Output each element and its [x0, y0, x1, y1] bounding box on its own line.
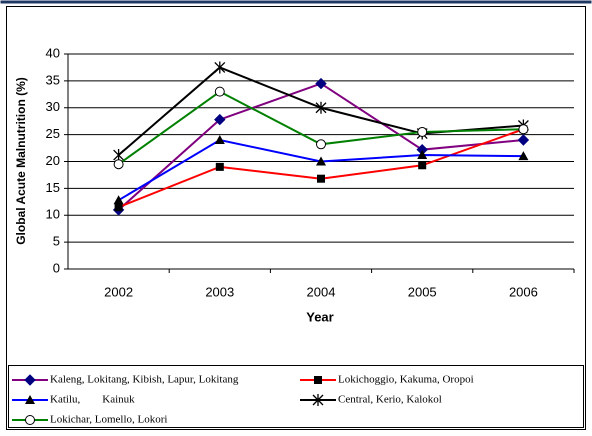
marker: [24, 374, 36, 386]
legend-label: Lokichoggio, Kakuma, Oropoi: [338, 374, 474, 386]
marker: [114, 203, 123, 212]
y-tick-label: 10: [46, 207, 60, 222]
x-tick-label: 2006: [509, 284, 538, 299]
marker: [214, 135, 225, 144]
x-tick-label: 2003: [205, 284, 234, 299]
y-tick-label: 15: [46, 180, 60, 195]
marker: [518, 151, 529, 161]
marker: [315, 101, 327, 114]
y-tick-label: 5: [53, 234, 60, 249]
y-tick-label: 0: [53, 260, 60, 275]
x-tick-label: 2002: [104, 284, 133, 299]
marker: [517, 134, 530, 146]
y-tick-label: 25: [46, 126, 60, 141]
top-bar: [0, 0, 592, 4]
marker: [214, 61, 226, 74]
y-tick-label: 30: [46, 99, 60, 114]
marker: [314, 376, 322, 384]
legend-label: Kaleng, Lokitang, Kibish, Lapur, Lokitan…: [50, 374, 239, 386]
marker: [315, 77, 327, 90]
marker: [113, 195, 124, 205]
marker: [25, 395, 35, 404]
marker: [316, 139, 326, 150]
x-axis-label: Year: [306, 309, 333, 324]
legend-frame: [8, 365, 584, 428]
marker: [417, 126, 428, 137]
marker: [317, 174, 325, 183]
marker: [113, 149, 125, 162]
marker: [316, 156, 326, 166]
y-tick-label: 35: [46, 72, 60, 87]
marker: [518, 124, 529, 135]
chart-frame: [6, 6, 586, 430]
marker: [215, 162, 224, 171]
marker: [25, 415, 35, 425]
marker: [113, 159, 124, 170]
x-tick-label: 2004: [307, 284, 336, 299]
y-tick-label: 20: [46, 153, 60, 168]
marker: [417, 150, 428, 160]
marker: [312, 394, 324, 406]
marker: [418, 161, 427, 170]
legend-label: Lokichar, Lomello, Lokori: [50, 414, 167, 426]
y-tick-label: 40: [46, 45, 60, 60]
legend-label: Central, Kerio, Kalokol: [338, 394, 442, 406]
marker: [214, 86, 225, 97]
y-axis-label: Global Acute Malnutrition (%): [14, 77, 28, 245]
marker: [214, 113, 226, 126]
legend-label: Katilu, Kainuk: [50, 394, 135, 406]
x-tick-label: 2005: [408, 284, 437, 299]
